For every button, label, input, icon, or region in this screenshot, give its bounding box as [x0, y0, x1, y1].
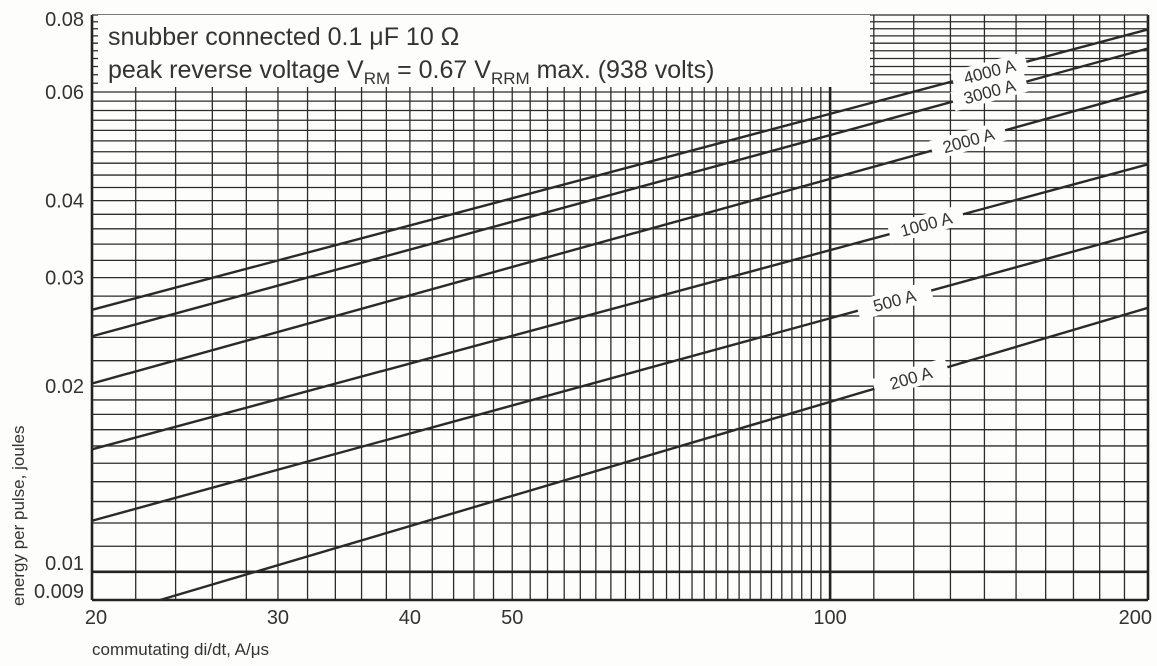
- y-tick-label: 0.03: [45, 268, 84, 290]
- y-tick-label: 0.01: [45, 553, 84, 575]
- series-label-bg: [871, 357, 951, 399]
- series-label-bg: [886, 204, 966, 244]
- y-axis-label: energy per pulse, joules: [9, 425, 28, 606]
- series-line: [91, 229, 1149, 522]
- series-line: [159, 306, 1149, 602]
- grid: [90, 14, 1150, 602]
- x-tick-label: 200: [1119, 607, 1152, 629]
- x-tick-label: 30: [267, 607, 289, 629]
- series-label-bg: [929, 120, 1008, 161]
- series-label: 200 A: [887, 363, 935, 394]
- y-tick-label: 0.02: [45, 376, 84, 398]
- x-tick-label: 100: [813, 607, 846, 629]
- x-tick-label: 50: [501, 607, 523, 629]
- x-axis-label: commutating di/dt, A/μs: [92, 640, 269, 659]
- annotation-line-2: peak reverse voltage VRM = 0.67 VRRM max…: [108, 56, 714, 88]
- series-label-bg: [950, 71, 1029, 112]
- series-label: 1000 A: [898, 208, 955, 240]
- x-tick-label: 40: [399, 607, 421, 629]
- y-tick-label: 0.06: [45, 82, 84, 104]
- y-tick-label: 0.04: [45, 191, 84, 213]
- y-tick-label: 0.08: [45, 9, 84, 31]
- annotation-line-1: snubber connected 0.1 μF 10 Ω: [108, 23, 459, 51]
- series-line: [91, 163, 1149, 451]
- y-tick-label: 0.009: [34, 581, 84, 603]
- series-lines: [91, 28, 1149, 602]
- series-label-bg: [950, 52, 1029, 91]
- series-label: 500 A: [871, 286, 919, 316]
- x-tick-label: 20: [85, 607, 107, 629]
- series-label-bg: [855, 280, 934, 321]
- annotation-box: [98, 15, 870, 87]
- tick-labels: 20 30 40 50 100 200 0.08 0.06 0.04 0.03 0.02 0.01 0.…: [34, 9, 1152, 629]
